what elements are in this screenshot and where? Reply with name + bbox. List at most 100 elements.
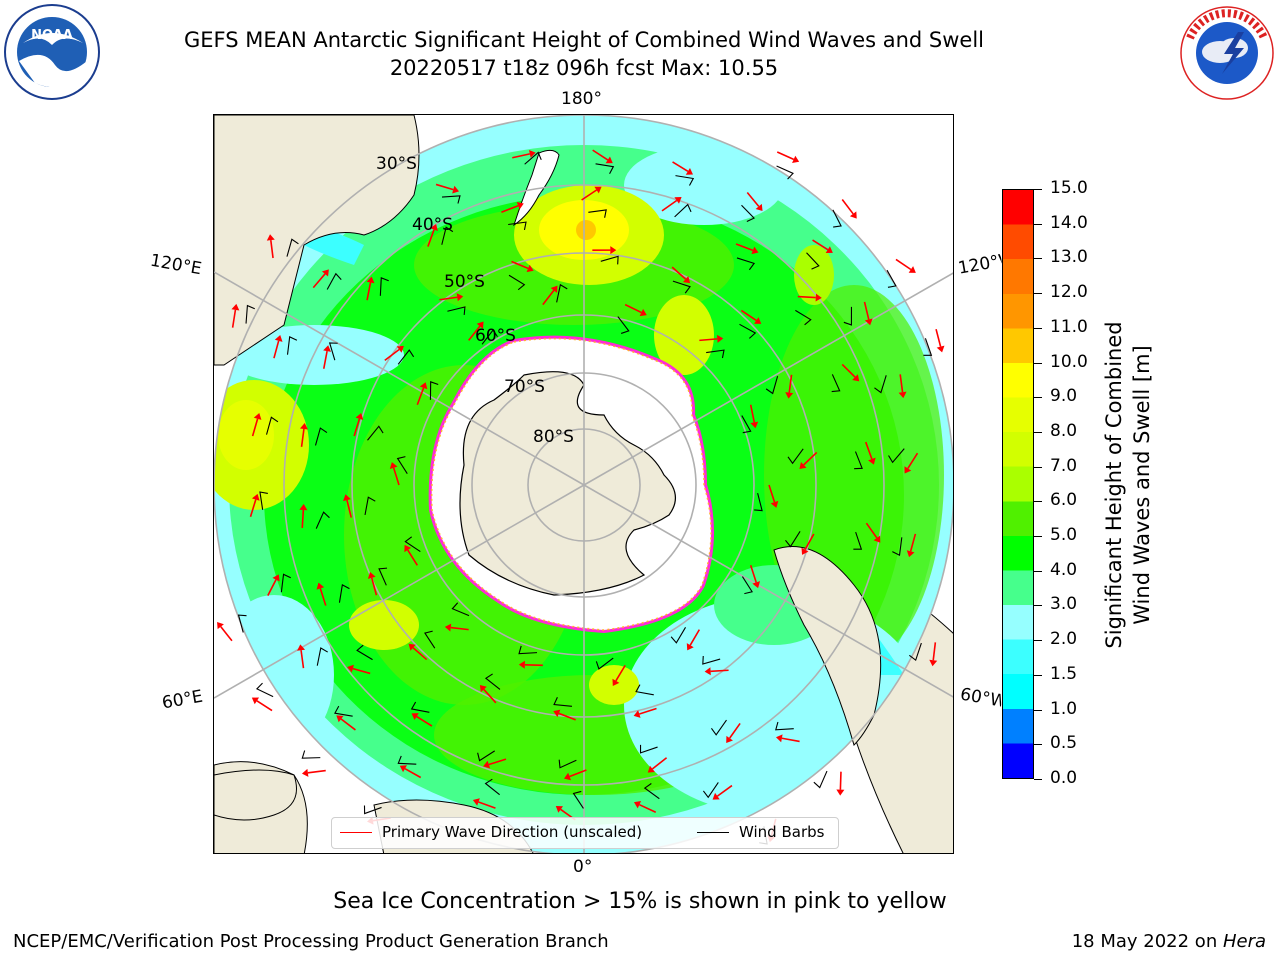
wind-barb bbox=[508, 274, 526, 291]
wave-arrow-head bbox=[610, 246, 617, 255]
wave-direction-arrows bbox=[217, 149, 945, 843]
wave-arrow-head bbox=[516, 201, 524, 210]
wave-arrow-head bbox=[639, 308, 647, 317]
wave-arrow-shaft bbox=[370, 577, 378, 596]
wave-arrow-shaft bbox=[592, 149, 609, 161]
wind-barb bbox=[315, 511, 330, 529]
wind-barb bbox=[397, 349, 415, 365]
wave-arrow-head bbox=[752, 581, 761, 589]
wind-barb bbox=[588, 209, 607, 218]
colorbar-tick-mark bbox=[1034, 397, 1042, 399]
wave-arrow-head bbox=[785, 392, 794, 399]
legend-item-wind-barbs: Wind Barbs bbox=[697, 823, 824, 841]
wind-barb bbox=[553, 697, 573, 707]
wave-arrow-shaft bbox=[639, 707, 657, 715]
wave-arrow-head bbox=[906, 550, 915, 558]
wind-barb bbox=[831, 374, 841, 393]
wave-arrow-head bbox=[799, 461, 807, 470]
wind-barb bbox=[314, 427, 328, 446]
noaa-logo: NOAA bbox=[3, 3, 101, 101]
wind-barb bbox=[338, 584, 350, 603]
wave-arrow-head bbox=[612, 678, 620, 686]
wave-arrow-head bbox=[321, 269, 329, 277]
colorbar-tick-mark bbox=[1034, 189, 1042, 190]
wave-arrow-shaft bbox=[788, 374, 793, 393]
colorbar-tick-label: 9.0 bbox=[1050, 386, 1078, 407]
wave-arrow-head bbox=[266, 234, 275, 241]
legend-item-wave-direction: Primary Wave Direction (unscaled) bbox=[340, 823, 642, 841]
wind-barb bbox=[259, 491, 268, 510]
footer-date-text: 18 May 2022 on bbox=[1071, 931, 1223, 952]
colorbar-tick-label: 13.0 bbox=[1050, 247, 1088, 268]
wave-arrow-shaft bbox=[416, 387, 425, 406]
wave-arrow-head bbox=[563, 772, 572, 781]
colorbar-title-line2: Wind Waves and Swell [m] bbox=[1130, 345, 1154, 625]
wind-barb bbox=[639, 744, 658, 754]
wave-arrow-shaft bbox=[841, 198, 854, 215]
wind-barb bbox=[795, 309, 812, 326]
colorbar-tick-mark bbox=[1034, 744, 1042, 746]
wind-barb bbox=[832, 209, 842, 228]
footer-host: Hera bbox=[1222, 931, 1266, 952]
wind-barb bbox=[451, 602, 470, 617]
wave-arrow-shaft bbox=[797, 295, 816, 299]
wave-arrow-head bbox=[366, 276, 375, 284]
colorbar-tick-label: 4.0 bbox=[1050, 559, 1078, 580]
wind-barb bbox=[702, 655, 721, 665]
wave-arrow-shaft bbox=[569, 769, 587, 778]
wave-arrow-head bbox=[411, 713, 419, 720]
wind-barb bbox=[397, 755, 417, 765]
wave-arrow-head bbox=[849, 211, 857, 219]
wind-barb bbox=[410, 701, 430, 713]
wind-barb bbox=[328, 342, 338, 361]
lat-label-60: 60°S bbox=[475, 326, 516, 346]
wind-barb bbox=[286, 335, 298, 355]
wind-barb bbox=[524, 151, 542, 165]
map-frame: 30°S 40°S 50°S 60°S 70°S 80°S bbox=[213, 114, 954, 854]
wind-barb bbox=[741, 415, 752, 434]
lat-label-30: 30°S bbox=[376, 154, 417, 174]
wave-arrow-head bbox=[712, 792, 720, 800]
wind-barb bbox=[595, 657, 614, 670]
wind-barb bbox=[892, 537, 903, 557]
wind-barb bbox=[316, 647, 328, 666]
wave-arrow-head bbox=[399, 765, 407, 773]
colorbar-tick-label: 10.0 bbox=[1050, 351, 1088, 372]
wave-arrow-head bbox=[775, 734, 783, 743]
wind-barb bbox=[854, 451, 863, 470]
colorbar-tick-mark bbox=[1034, 779, 1042, 780]
wave-arrow-shaft bbox=[749, 404, 756, 423]
wind-barb bbox=[396, 456, 408, 475]
wave-arrow-shaft bbox=[735, 243, 754, 252]
wave-arrow-head bbox=[755, 203, 763, 212]
wind-barb bbox=[245, 304, 255, 324]
wind-barb bbox=[404, 536, 421, 553]
wave-arrow-head bbox=[404, 544, 412, 553]
wave-arrow-head bbox=[452, 185, 460, 194]
wave-arrow-head bbox=[479, 684, 487, 693]
wind-barb bbox=[441, 226, 454, 245]
wind-barb bbox=[776, 165, 794, 180]
wave-arrow-shaft bbox=[251, 418, 259, 437]
wind-barb bbox=[447, 306, 466, 316]
wave-arrow-head bbox=[750, 421, 759, 429]
lon-label-60e: 60°E bbox=[160, 686, 205, 714]
wind-barb bbox=[672, 280, 691, 294]
wave-arrow-head bbox=[355, 413, 364, 420]
wave-arrow-head bbox=[674, 197, 682, 204]
wave-arrow-head bbox=[852, 374, 860, 382]
wave-arrow-head bbox=[419, 382, 428, 390]
wave-arrow-shaft bbox=[661, 199, 678, 212]
wind-barb bbox=[785, 531, 801, 548]
wave-arrow-shaft bbox=[729, 722, 741, 739]
wave-arrow-head bbox=[253, 412, 262, 420]
wave-arrow-head bbox=[301, 768, 309, 777]
wave-arrow-shaft bbox=[450, 626, 469, 631]
wave-arrow-shaft bbox=[803, 451, 818, 466]
colorbar-tick-label: 1.0 bbox=[1050, 698, 1078, 719]
noaa-logo-text: NOAA bbox=[31, 28, 73, 43]
wave-arrow-head bbox=[873, 535, 881, 543]
wave-arrow-shaft bbox=[231, 309, 237, 328]
wave-arrow-head bbox=[444, 623, 452, 632]
wave-arrow-shaft bbox=[483, 688, 497, 704]
